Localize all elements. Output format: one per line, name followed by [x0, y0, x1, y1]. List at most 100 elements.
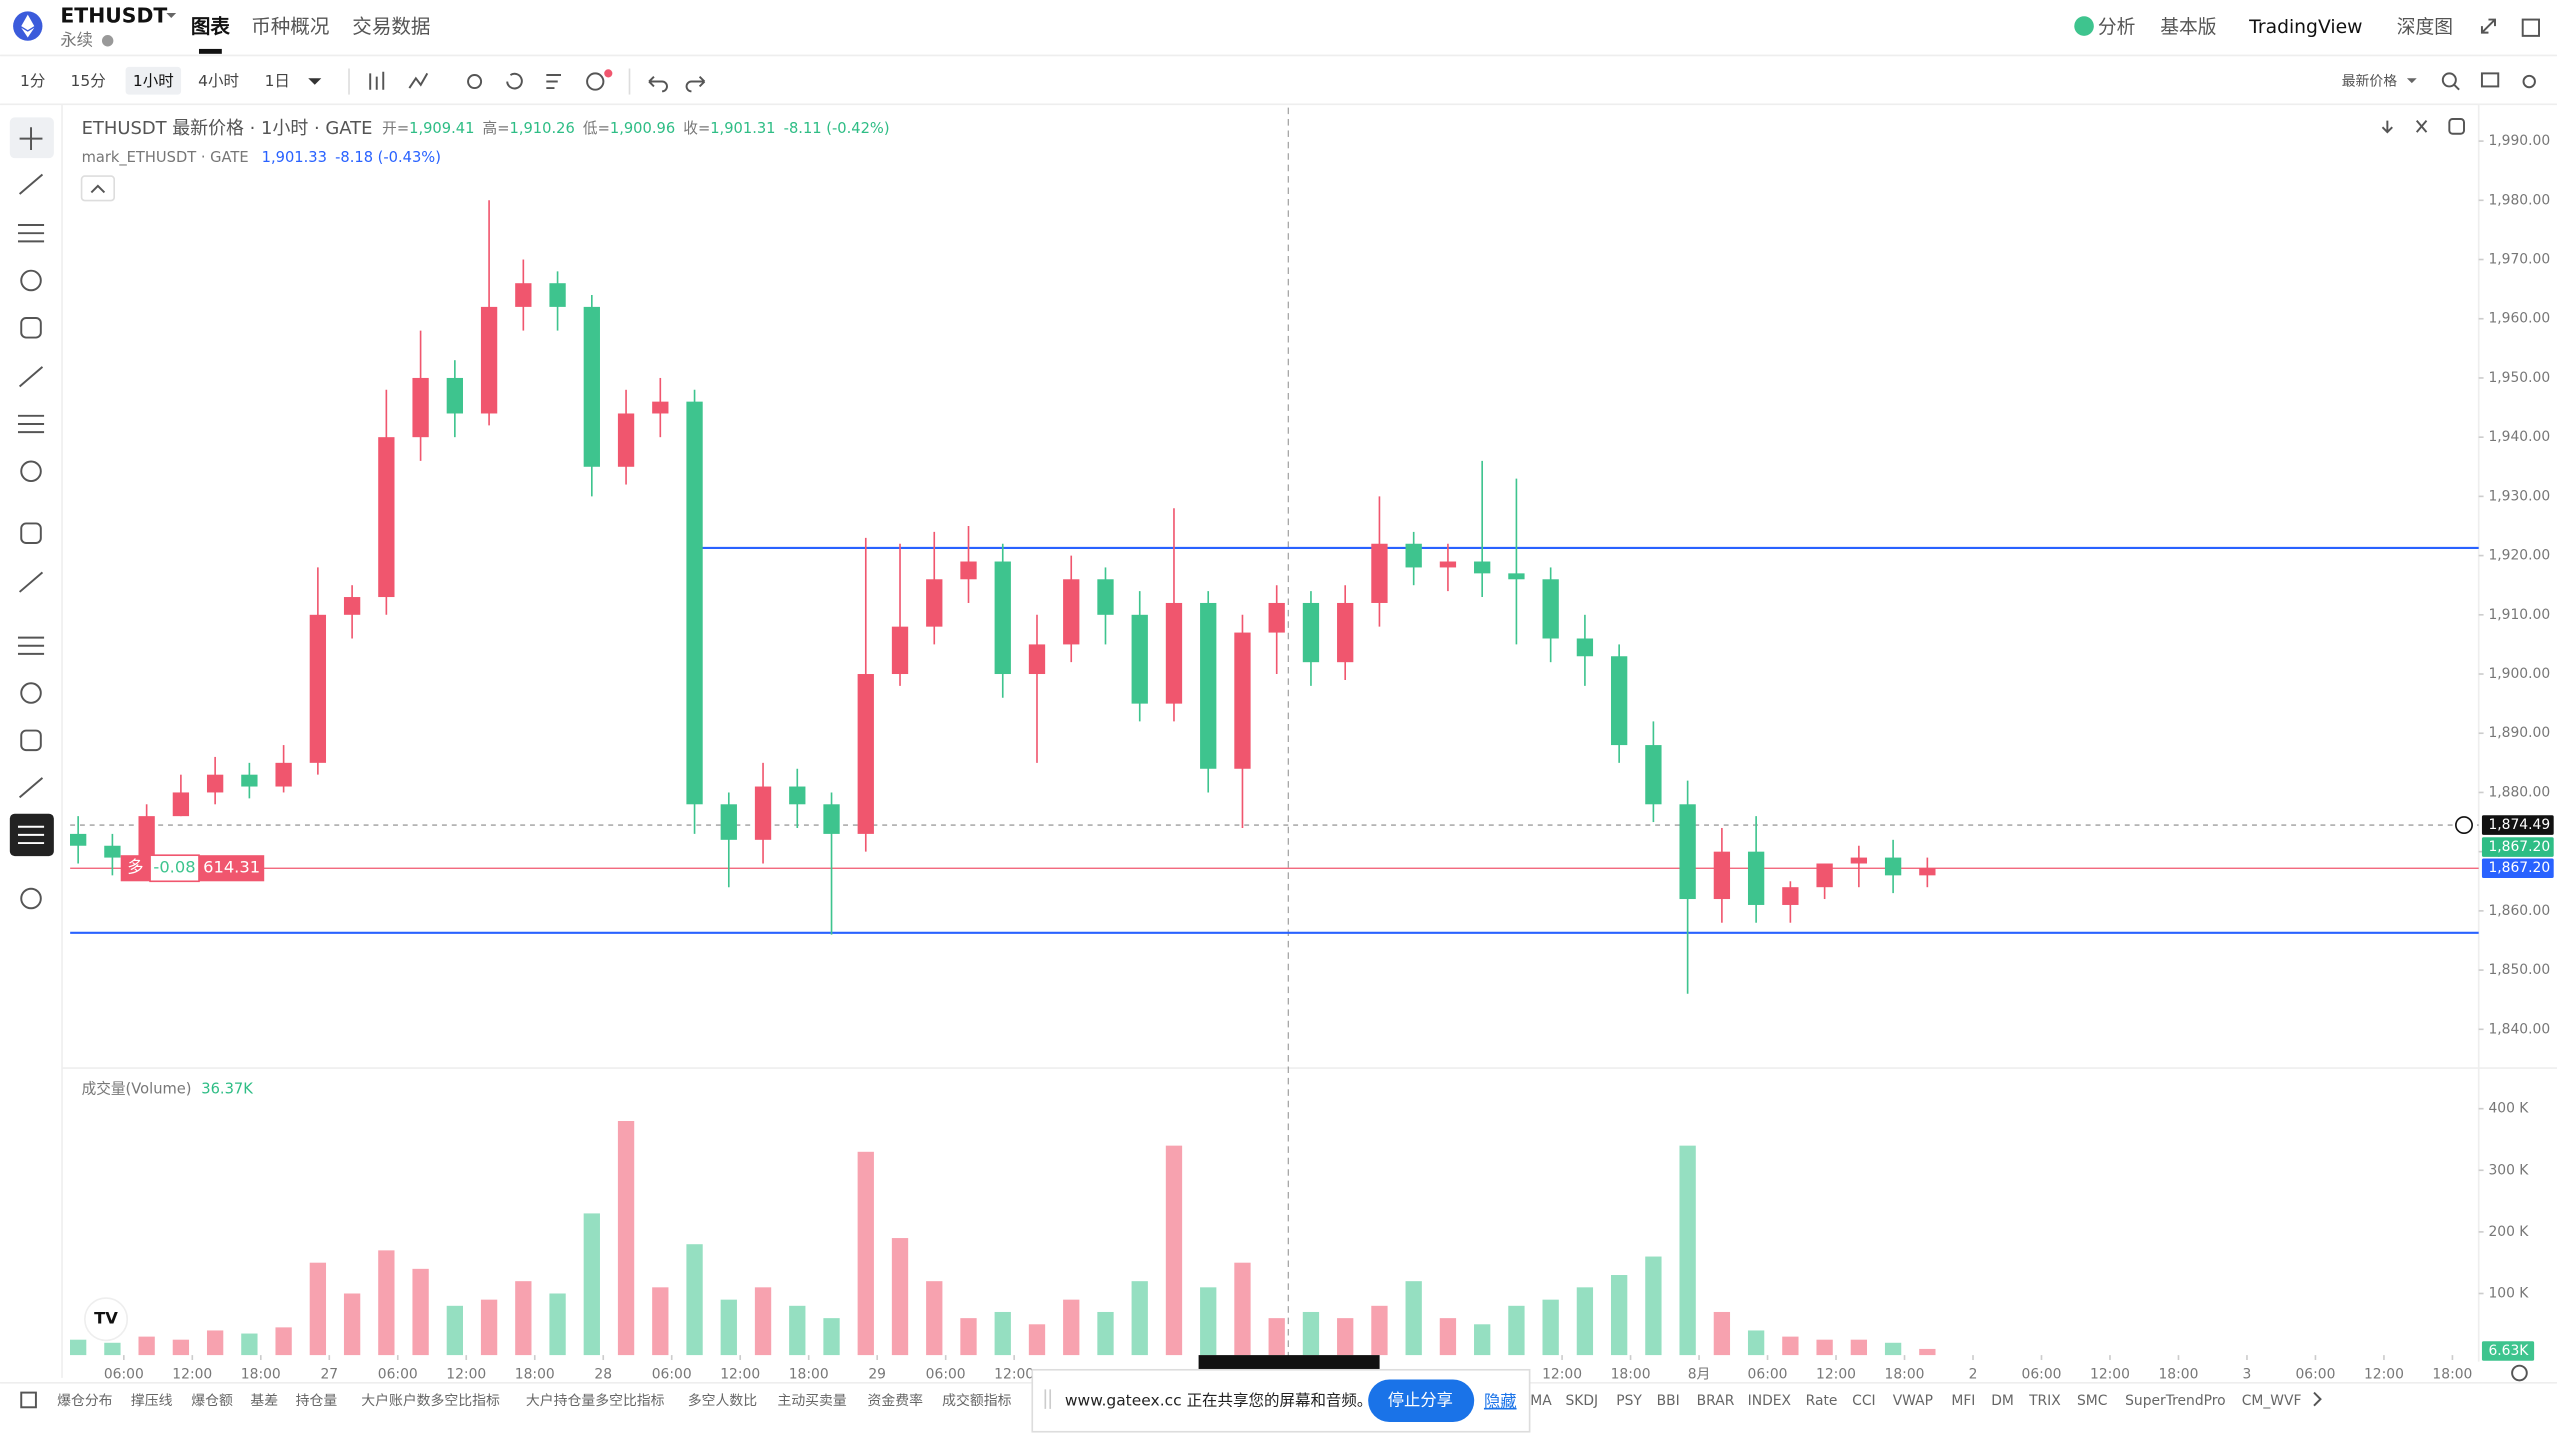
indicator[interactable]: BBI	[1657, 1393, 1680, 1409]
tool[interactable]	[17, 224, 45, 243]
collapse-button[interactable]	[80, 175, 116, 202]
tool[interactable]	[18, 366, 44, 388]
toolbar-icons-part[interactable]	[546, 74, 561, 90]
indicator[interactable]: CM_WVF	[2242, 1393, 2302, 1409]
toolbar-icons-part[interactable]	[2453, 84, 2460, 91]
indicator[interactable]: 撑压线	[131, 1393, 173, 1409]
tool[interactable]	[20, 522, 42, 544]
indicator[interactable]: CCI	[1852, 1393, 1875, 1409]
indicator[interactable]: 资金费率	[868, 1392, 924, 1409]
indicator[interactable]: TRIX	[2028, 1393, 2061, 1409]
indicator[interactable]: DM	[1991, 1393, 2014, 1409]
tool[interactable]	[20, 887, 42, 910]
position-pnl-bg	[149, 854, 200, 883]
candle-body	[378, 437, 395, 598]
indicator[interactable]: PSY	[1616, 1393, 1642, 1409]
indicator[interactable]: 多空人数比	[688, 1392, 757, 1409]
dropdown-icon[interactable]	[2406, 78, 2417, 84]
stop-button[interactable]	[1368, 1379, 1475, 1422]
interval[interactable]: 1分	[20, 72, 45, 90]
volume-bar	[1165, 1145, 1183, 1356]
indicator[interactable]: Rate	[1806, 1393, 1838, 1409]
info-icon[interactable]	[101, 35, 114, 47]
indicator[interactable]: 基差	[250, 1392, 278, 1409]
tool[interactable]	[18, 173, 44, 195]
indicator[interactable]: 大户持仓量多空比指标	[526, 1392, 665, 1409]
calendar-icon[interactable]	[20, 1391, 37, 1409]
tv-logo[interactable]	[84, 1297, 129, 1342]
toolbar-icons-part[interactable]	[685, 75, 706, 93]
pane-buttons-part[interactable]	[2448, 118, 2465, 135]
pane-buttons[interactable]	[2381, 118, 2465, 135]
window-icon[interactable]	[2521, 18, 2540, 37]
toolbar-icons-part[interactable]	[369, 71, 385, 90]
toolbar-icons-part[interactable]	[2441, 72, 2457, 88]
scroll-icon[interactable]	[2313, 1391, 2322, 1407]
dropdown-icon[interactable]	[166, 13, 177, 18]
indicator[interactable]: 大户账户数多空比指标	[361, 1392, 500, 1409]
tab[interactable]: 交易数据	[352, 15, 430, 38]
symbol[interactable]: ETHUSDT	[60, 3, 167, 27]
tool[interactable]	[19, 127, 43, 151]
indicator[interactable]: 持仓量	[296, 1393, 338, 1409]
tool[interactable]	[20, 269, 42, 292]
pane-buttons-part[interactable]	[2415, 120, 2428, 133]
candle-body	[823, 804, 840, 834]
analysis-icon[interactable]	[2074, 16, 2094, 36]
indicator[interactable]: 成交额指标	[942, 1392, 1011, 1409]
toolbar-icons-part[interactable]	[506, 72, 523, 90]
tool[interactable]	[20, 460, 42, 483]
tool[interactable]	[20, 682, 42, 704]
interval[interactable]: 4小时	[198, 72, 239, 90]
tool[interactable]	[17, 636, 45, 655]
price-tag	[2481, 815, 2554, 835]
interval[interactable]: 1小时	[133, 72, 174, 90]
indicator[interactable]: 爆仓额	[191, 1393, 233, 1409]
toolbar-icons-part[interactable]	[467, 74, 483, 90]
toolbar-icons-part[interactable]	[408, 72, 429, 89]
indicator[interactable]: SKDJ	[1565, 1393, 1598, 1409]
indicator[interactable]: INDEX	[1748, 1393, 1792, 1409]
hide-link[interactable]: 隐藏	[1484, 1392, 1517, 1411]
indicator[interactable]: SuperTrendPro	[2125, 1393, 2226, 1409]
settings-icon[interactable]	[2511, 1364, 2528, 1382]
toolbar-icons-part[interactable]	[648, 75, 668, 93]
tool[interactable]	[20, 729, 42, 752]
tool[interactable]	[17, 825, 45, 845]
add-alert[interactable]	[2455, 816, 2473, 835]
interval[interactable]: 1日	[265, 72, 290, 90]
link[interactable]: TradingView	[2248, 17, 2362, 38]
dropdown-icon[interactable]	[308, 78, 322, 85]
collapse-icon	[90, 184, 106, 194]
link[interactable]: 深度图	[2397, 16, 2453, 38]
indicator[interactable]: VWAP	[1893, 1393, 1933, 1409]
indicator[interactable]: MA	[1530, 1393, 1552, 1409]
tab-indicator	[198, 48, 222, 54]
link[interactable]: 基本版	[2160, 16, 2217, 38]
indicator[interactable]: 爆仓分布	[57, 1393, 113, 1409]
toolbar-icons-part[interactable]	[2522, 74, 2536, 89]
tool[interactable]	[18, 777, 44, 799]
tab[interactable]: 币种概况	[251, 15, 329, 38]
drawing-tools[interactable]	[9, 117, 54, 910]
position-amount-bg[interactable]	[198, 855, 265, 882]
pane-buttons-part[interactable]	[2381, 120, 2393, 134]
expand-icon[interactable]	[2480, 18, 2496, 34]
price-source[interactable]: 最新价格	[2342, 74, 2398, 90]
toolbar-icons-part[interactable]	[2480, 72, 2500, 88]
drag-handle[interactable]	[1044, 1389, 1052, 1409]
tab[interactable]: 图表	[191, 15, 231, 38]
link[interactable]: 分析	[2098, 16, 2136, 38]
indicator[interactable]: SMC	[2077, 1393, 2107, 1409]
tool[interactable]	[17, 414, 45, 434]
toolbar-icons[interactable]	[369, 71, 2536, 93]
toolbar-icons-part[interactable]	[586, 72, 605, 91]
indicator[interactable]: 主动买卖量	[777, 1393, 846, 1409]
tool[interactable]	[18, 571, 44, 593]
interval[interactable]: 15分	[71, 72, 106, 90]
indicator[interactable]: MFI	[1951, 1393, 1975, 1409]
indicator[interactable]: BRAR	[1697, 1393, 1735, 1409]
volume-bar	[686, 1244, 703, 1356]
volume-bar	[1337, 1318, 1354, 1356]
tool[interactable]	[20, 317, 42, 339]
